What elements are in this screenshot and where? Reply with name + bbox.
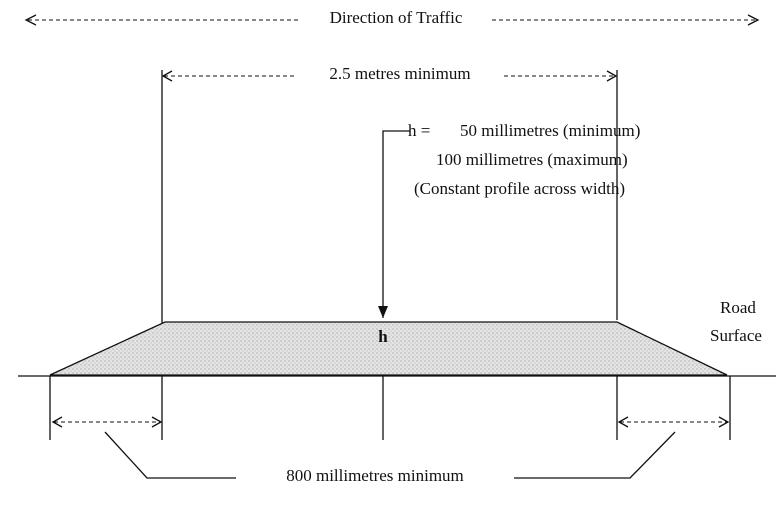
width-arrow bbox=[161, 70, 618, 82]
ramp-label: 800 millimetres minimum bbox=[286, 466, 464, 485]
h-eq-label: h = bbox=[408, 121, 430, 140]
h-pointer bbox=[378, 130, 410, 318]
width-label: 2.5 metres minimum bbox=[329, 64, 470, 83]
road-label: Road bbox=[720, 298, 756, 317]
h-min-label: 50 millimetres (minimum) bbox=[460, 121, 640, 140]
lower-guides bbox=[49, 376, 731, 440]
ramp-arrows bbox=[51, 416, 730, 479]
h-max-label: 100 millimetres (maximum) bbox=[436, 150, 628, 169]
direction-label: Direction of Traffic bbox=[330, 8, 463, 27]
surface-label: Surface bbox=[710, 326, 762, 345]
traffic-arrow bbox=[24, 14, 760, 26]
speed-hump bbox=[49, 321, 728, 376]
profile-label: (Constant profile across width) bbox=[414, 179, 625, 198]
h-label: h bbox=[378, 327, 388, 346]
